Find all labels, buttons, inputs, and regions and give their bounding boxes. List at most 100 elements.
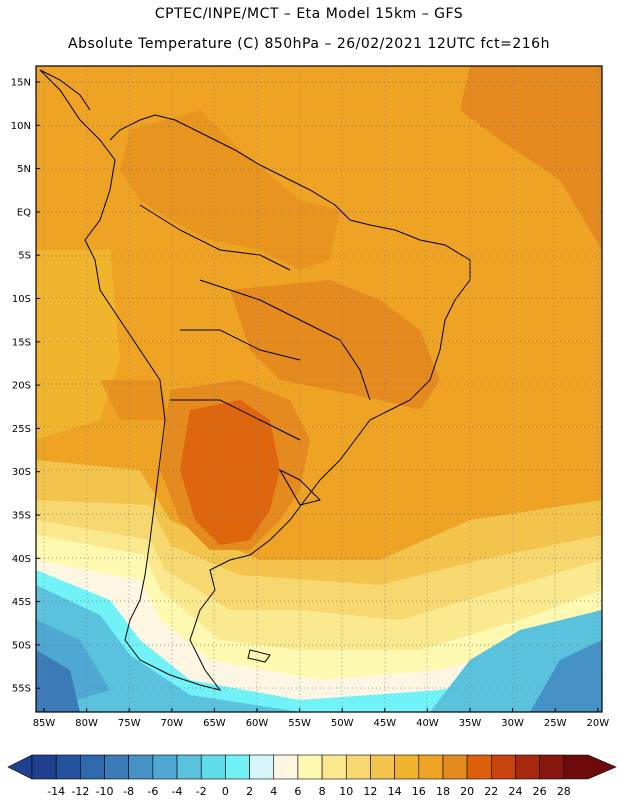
uruguay-border — [278, 468, 321, 506]
colorbar-label: 12 — [363, 785, 377, 798]
sw-colder-area — [36, 650, 80, 712]
lon-label: 70W — [160, 718, 183, 729]
lon-label: 25W — [544, 718, 567, 729]
longitude-axis: 85W 80W 75W 70W 65W 60W 55W 50W 45W 40W 35W 30W 25W 2… — [33, 708, 609, 729]
colorbar-cell — [491, 754, 516, 780]
colorbar-cell — [515, 754, 540, 780]
central-america-coast — [39, 69, 91, 111]
colorbar: -14 -12 -10 -8 -6 -4 -2 0 2 4 6 8 10 12 14 16 18 20 22 24 26… — [7, 754, 617, 798]
colorbar-cell — [200, 754, 226, 780]
coastlines — [39, 69, 471, 691]
colorbar-arrow-left — [7, 754, 33, 780]
colorbar-cell — [345, 754, 371, 780]
colorbar-cell — [104, 754, 129, 780]
lon-label: 55W — [288, 718, 311, 729]
colorbar-label: -4 — [172, 785, 183, 798]
lon-label: 60W — [246, 718, 269, 729]
hot-core-argentina — [180, 400, 280, 545]
southern-band-4 — [36, 570, 602, 712]
colorbar-label: 24 — [508, 785, 522, 798]
lat-label: 5N — [17, 164, 31, 175]
lon-label: 40W — [416, 718, 439, 729]
lat-label: 40S — [12, 554, 31, 565]
colorbar-label: 0 — [222, 785, 229, 798]
colorbar-label: 4 — [270, 785, 277, 798]
lat-label: 50S — [12, 640, 31, 651]
colorbar-label: -6 — [147, 785, 158, 798]
ne-warm-band — [460, 66, 602, 250]
colorbar-cell — [152, 754, 178, 780]
interior-border-1 — [199, 279, 371, 401]
colorbar-label: 10 — [339, 785, 353, 798]
colorbar-cell — [394, 754, 420, 780]
latitude-axis: 15N 10N 5N EQ 5S 10S 15S 20S 25S 30S 35S 40S 45S 50S 5… — [11, 78, 40, 695]
colorbar-label: 20 — [460, 785, 474, 798]
central-warm-patch — [230, 280, 440, 410]
colorbar-cell — [370, 754, 395, 780]
lat-label: 25S — [12, 424, 31, 435]
colorbar-label: -2 — [196, 785, 207, 798]
colorbar-cell — [418, 754, 444, 780]
colorbar-label: -10 — [96, 785, 114, 798]
interior-border-3 — [170, 399, 301, 441]
colorbar-label: -12 — [71, 785, 89, 798]
colorbar-label: 14 — [388, 785, 402, 798]
colorbar-cell — [442, 754, 468, 780]
colorbar-label: 6 — [294, 785, 301, 798]
lat-label: 45S — [12, 597, 31, 608]
colorbar-cell — [297, 754, 323, 780]
colorbar-label: 18 — [436, 785, 450, 798]
colorbar-cell — [55, 754, 81, 780]
colorbar-cell — [563, 754, 617, 780]
map-frame — [35, 65, 603, 713]
colorbar-cell — [321, 754, 347, 780]
map-title-line1: CPTEC/INPE/MCT – Eta Model 15km – GFS — [154, 6, 464, 22]
lon-label: 20W — [586, 718, 609, 729]
pacific-warm-patch — [100, 380, 170, 420]
colorbar-label: -8 — [123, 785, 134, 798]
colorbar-cell — [31, 754, 57, 780]
lat-label: 10S — [12, 294, 31, 305]
interior-border-2 — [180, 329, 301, 361]
amazon-border — [139, 204, 291, 271]
lon-label: 80W — [75, 718, 98, 729]
lat-label: 15S — [12, 337, 31, 348]
colorbar-cell — [249, 754, 275, 780]
colorbar-cell — [539, 754, 565, 780]
se-colder-area — [530, 640, 602, 712]
pacific-cooler-area — [36, 250, 120, 440]
colorbar-cell — [80, 754, 105, 780]
lon-label: 65W — [203, 718, 226, 729]
temperature-field — [36, 66, 602, 712]
colorbar-label: 16 — [412, 785, 426, 798]
lat-label: 10N — [11, 121, 31, 132]
lon-label: 30W — [501, 718, 524, 729]
colorbar-cell — [176, 754, 202, 780]
colorbar-label: 2 — [246, 785, 253, 798]
lat-label: EQ — [17, 207, 31, 218]
lat-label: 15N — [11, 78, 31, 89]
colorbar-cell — [225, 754, 250, 780]
south-america-coast — [39, 69, 471, 691]
colorbar-label: 22 — [484, 785, 498, 798]
lat-label: 35S — [12, 511, 31, 522]
lon-label: 35W — [459, 718, 482, 729]
falkland-islands — [247, 649, 271, 663]
lon-label: 85W — [33, 718, 56, 729]
colorbar-cell — [128, 754, 154, 780]
map-title-line2: Absolute Temperature (C) 850hPa – 26/02/… — [68, 36, 550, 52]
lat-label: 55S — [12, 684, 31, 695]
colorbar-label: 26 — [533, 785, 547, 798]
lat-label: 30S — [12, 467, 31, 478]
colorbar-label: 8 — [319, 785, 326, 798]
lat-label: 5S — [18, 251, 31, 262]
lon-label: 50W — [331, 718, 354, 729]
colorbar-label: -14 — [47, 785, 65, 798]
lon-label: 45W — [373, 718, 396, 729]
colorbar-cell — [466, 754, 492, 780]
colorbar-label: 28 — [557, 785, 571, 798]
lon-label: 75W — [118, 718, 141, 729]
lat-label: 20S — [12, 381, 31, 392]
northern-warm-patch — [120, 110, 340, 270]
